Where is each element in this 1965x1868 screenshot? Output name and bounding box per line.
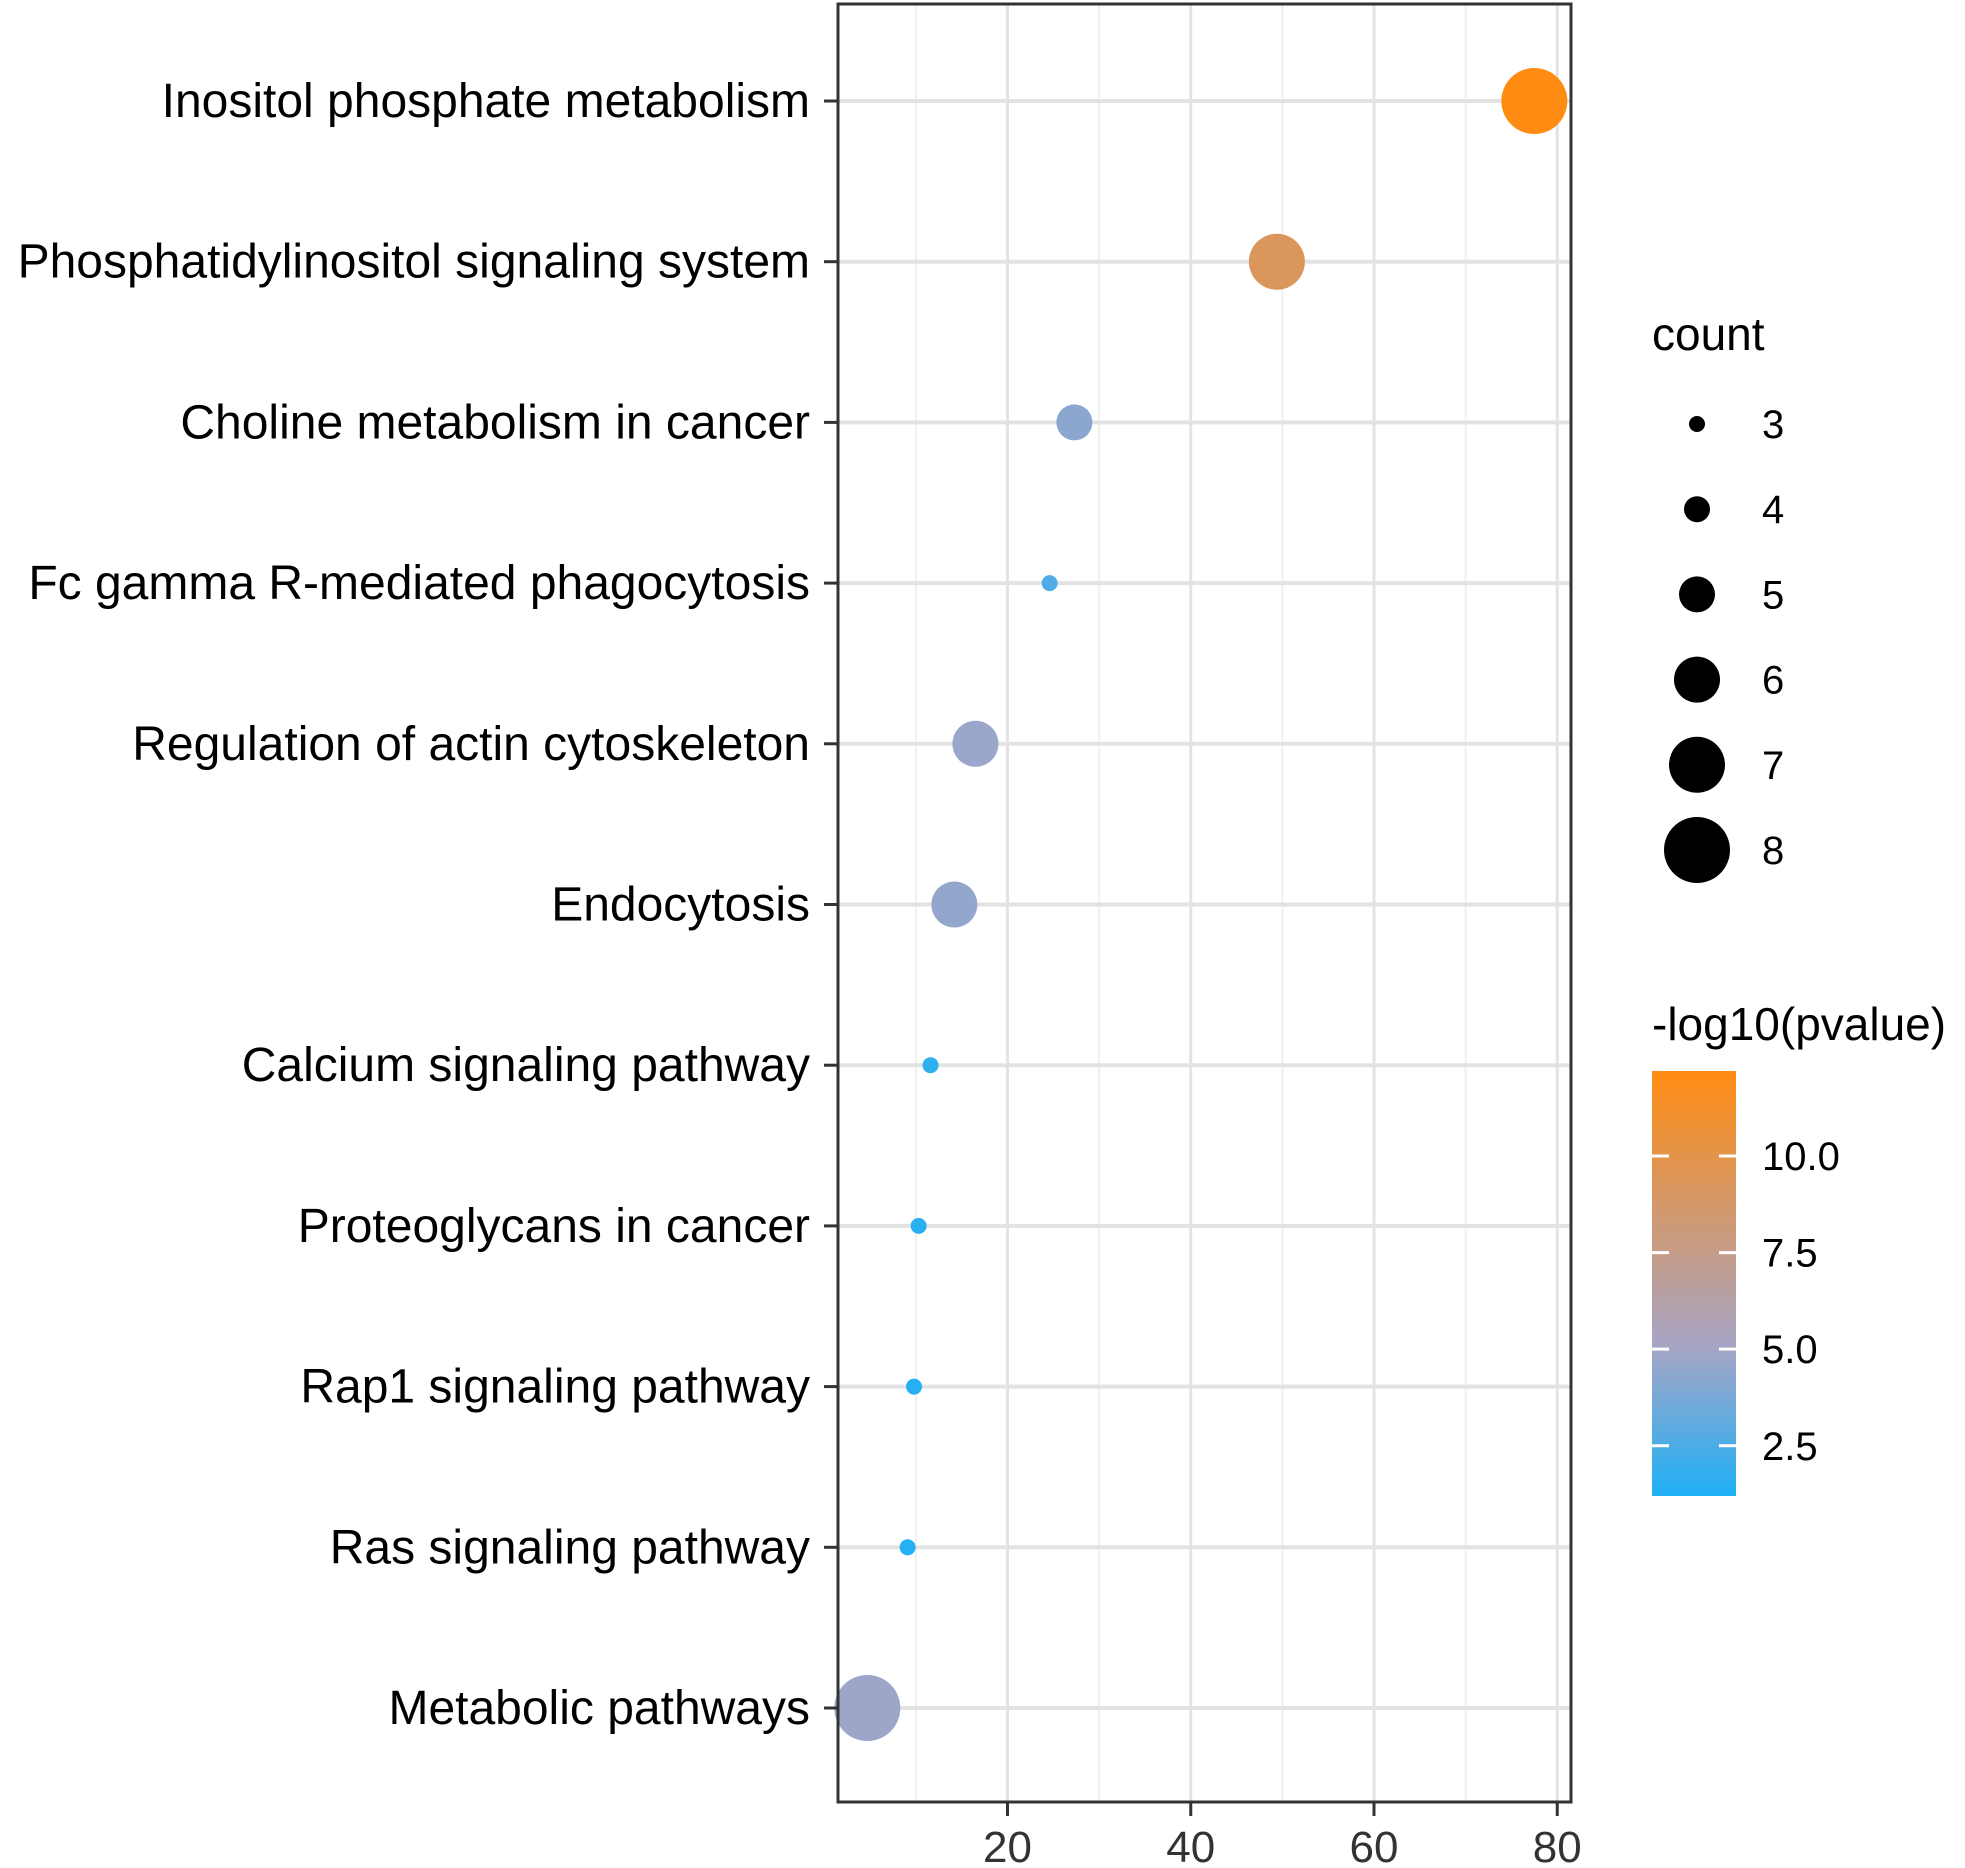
size-legend-label: 5 [1762,573,1784,617]
data-point [910,1217,927,1234]
data-point [1056,404,1093,441]
size-legend-key [1689,416,1705,432]
size-legend-key [1669,736,1725,793]
size-legend-label: 6 [1762,659,1784,703]
data-point [931,881,978,928]
category-label: Calcium signaling pathway [242,1039,810,1092]
category-label: Choline metabolism in cancer [180,396,810,449]
x-axis: 20 40 60 80 [983,1802,1582,1868]
category-label: Rap1 signaling pathway [300,1361,810,1414]
colorbar [1652,1071,1736,1496]
size-legend-label: 4 [1762,488,1784,532]
colorbar-tick-label: 5.0 [1762,1328,1818,1372]
data-point [834,1675,901,1741]
data-point [1501,68,1568,134]
category-label: Inositol phosphate metabolism [162,75,810,128]
size-legend: count 3 4 5 6 7 8 [1652,308,1784,883]
color-legend: -log10(pvalue) 2.5 5.0 7.5 10.0 [1652,998,1946,1496]
y-axis: Inositol phosphate metabolism Phosphatidy… [18,75,838,1735]
data-point [952,720,999,767]
data-point [1041,575,1058,592]
category-label: Metabolic pathways [388,1682,810,1735]
category-label: Fc gamma R-mediated phagocytosis [28,557,810,610]
size-legend-label: 3 [1762,403,1784,447]
data-point [922,1057,939,1074]
x-tick-label: 20 [983,1823,1032,1868]
x-tick-label: 40 [1166,1823,1215,1868]
size-legend-key [1679,576,1715,613]
colorbar-tick-label: 10.0 [1762,1135,1840,1179]
size-legend-key [1664,817,1730,883]
x-tick-label: 60 [1350,1823,1399,1868]
category-label: Regulation of actin cytoskeleton [132,718,810,771]
colorbar-tick-label: 2.5 [1762,1425,1818,1469]
data-point [906,1378,923,1395]
data-point [899,1539,916,1556]
size-legend-title: count [1652,308,1765,360]
category-label: Phosphatidylinositol signaling system [18,236,810,289]
category-label: Endocytosis [551,879,810,932]
plot-panel [834,2,1573,1804]
size-legend-label: 7 [1762,744,1784,788]
data-point [1248,233,1305,290]
size-legend-key [1674,656,1720,703]
color-legend-title: -log10(pvalue) [1652,998,1946,1050]
category-label: Proteoglycans in cancer [298,1200,810,1253]
colorbar-tick-label: 7.5 [1762,1232,1818,1276]
size-legend-key [1684,496,1710,523]
x-tick-label: 80 [1533,1823,1582,1868]
category-label: Ras signaling pathway [330,1521,810,1574]
data-points [834,68,1568,1741]
size-legend-label: 8 [1762,829,1784,873]
